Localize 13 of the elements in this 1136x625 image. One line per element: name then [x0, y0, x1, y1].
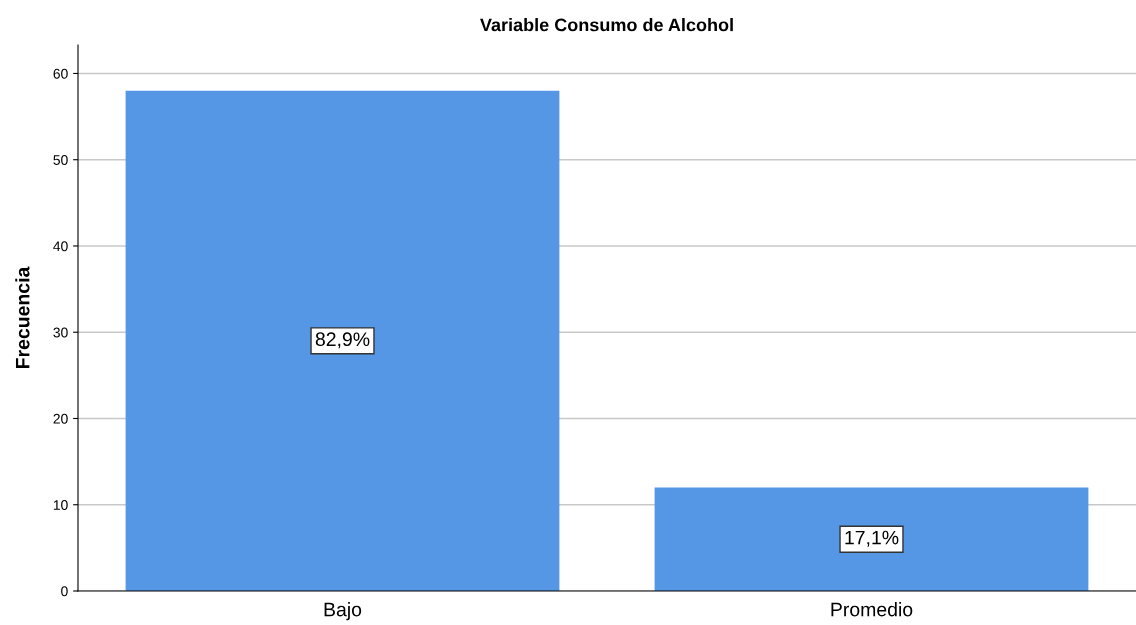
y-tick-label: 10	[53, 500, 68, 510]
annotation: 82,9%	[315, 332, 370, 349]
y-tick-label: 30	[53, 327, 68, 338]
y-tick-label: 50	[53, 155, 68, 165]
y-tick-label: 40	[53, 241, 68, 252]
y-tick-label: 0	[61, 586, 68, 597]
annotation: 17,1%	[845, 530, 899, 547]
x-tick-label: Bajo	[324, 602, 362, 621]
x-tick-label: Promedio	[831, 602, 913, 617]
y-axis-title: Frecuencia	[15, 266, 30, 369]
y-tick-label: 20	[53, 413, 68, 424]
y-tick-label: 60	[53, 68, 68, 79]
chart-title: Variable Consumo de Alcohol	[480, 18, 733, 32]
